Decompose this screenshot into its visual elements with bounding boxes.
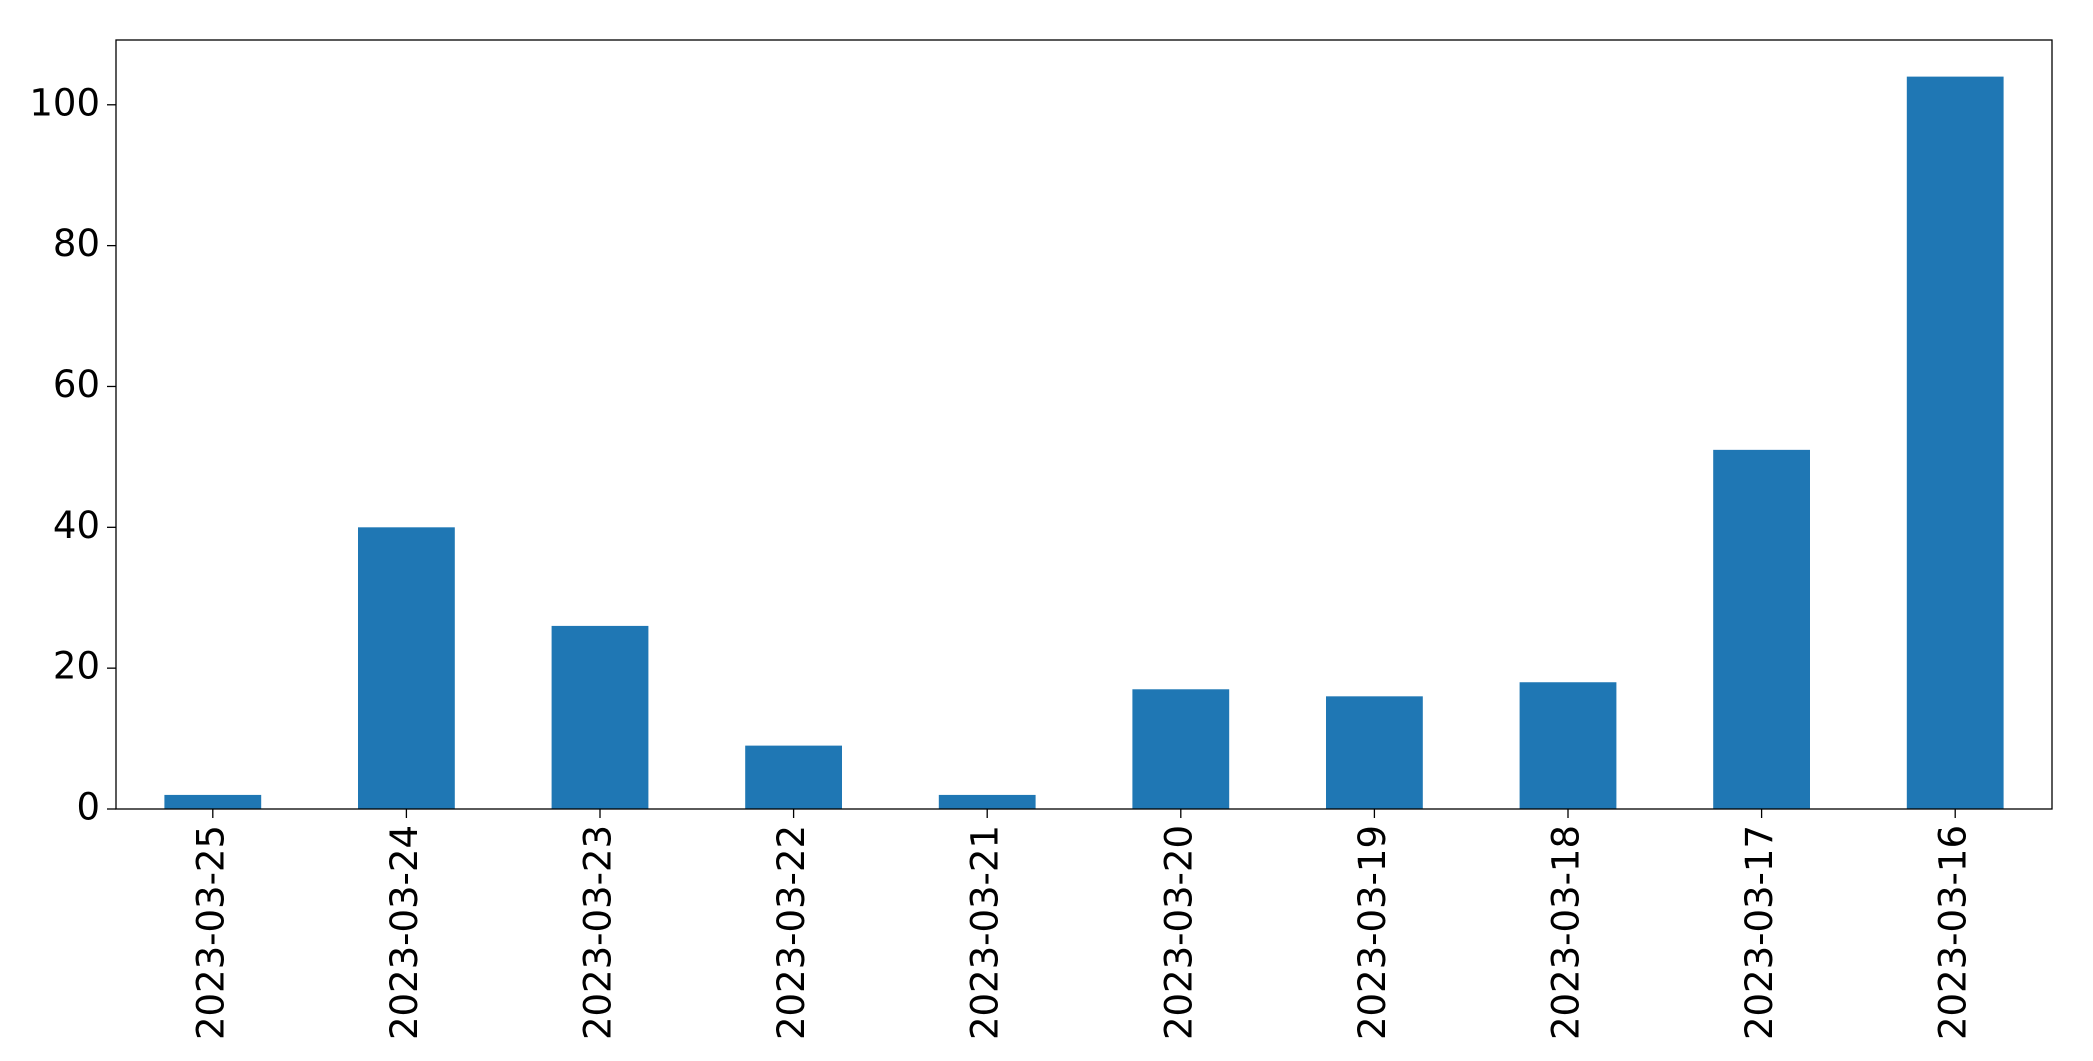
y-tick-label: 60	[53, 363, 100, 406]
bar	[1326, 696, 1423, 809]
x-tick-label: 2023-03-22	[770, 825, 813, 1040]
x-tick-label: 2023-03-20	[1157, 825, 1200, 1040]
bar	[1519, 682, 1617, 809]
x-tick-label: 2023-03-23	[577, 825, 620, 1040]
x-tick-label: 2023-03-25	[189, 825, 232, 1040]
x-tick-label: 2023-03-17	[1738, 825, 1781, 1040]
y-tick-label: 40	[53, 504, 100, 547]
bar	[1906, 76, 2004, 810]
bar	[551, 625, 649, 809]
bar	[1132, 689, 1230, 809]
x-tick-label: 2023-03-16	[1932, 825, 1975, 1040]
bar	[938, 794, 1036, 809]
x-tick-label: 2023-03-18	[1545, 825, 1588, 1040]
plot-frame	[115, 39, 2053, 810]
x-tick-label: 2023-03-24	[383, 825, 426, 1040]
bar	[745, 745, 842, 809]
bar	[164, 794, 262, 809]
y-tick-label: 100	[29, 81, 100, 124]
x-tick-label: 2023-03-19	[1351, 825, 1394, 1040]
y-tick-label: 0	[76, 786, 100, 829]
x-tick-label: 2023-03-21	[964, 825, 1007, 1040]
bar	[1713, 449, 1810, 809]
y-tick-label: 20	[53, 645, 100, 688]
bar	[358, 527, 455, 809]
y-tick-label: 80	[53, 222, 100, 265]
